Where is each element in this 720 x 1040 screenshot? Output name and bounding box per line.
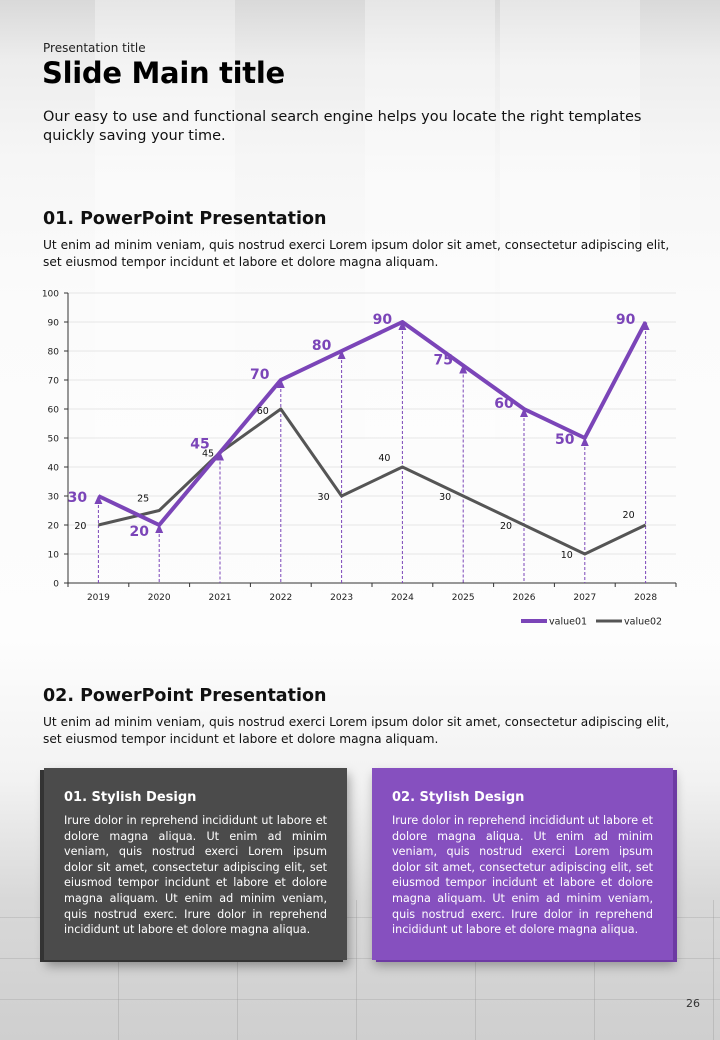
x-tick-label: 2023 [330,593,353,603]
data-label-value02: 10 [561,550,573,561]
y-tick-label: 20 [48,522,60,532]
box1-title: 01. Stylish Design [64,790,197,805]
y-tick-label: 40 [48,464,60,474]
x-tick-label: 2027 [573,593,596,603]
chart-legend: value01 value02 [521,617,662,628]
y-tick-label: 0 [53,580,59,590]
triangle-marker [337,350,346,359]
y-tick-label: 50 [48,435,60,445]
triangle-marker [94,495,103,504]
data-label-value01: 50 [555,432,575,448]
data-label-value02: 30 [318,492,330,503]
triangle-marker [276,379,285,388]
series-line-value02 [98,407,647,556]
triangle-marker [216,451,224,461]
background-panel [95,0,235,440]
x-tick-label: 2022 [269,593,292,603]
intro-text: Our easy to use and functional search en… [43,109,642,144]
y-tick-label: 90 [48,319,60,329]
data-label-value01: 30 [68,490,88,506]
stylish-design-box-2: 02. Stylish Design Irure dolor in repreh… [372,768,673,960]
section2-title: 02. PowerPoint Presentation [43,686,327,706]
page-number: 26 [686,997,700,1010]
x-tick-label: 2028 [634,593,657,603]
data-label-value02: 20 [623,510,635,521]
x-tick-label: 2020 [148,593,171,603]
data-label-value02: 60 [257,406,269,417]
x-tick-label: 2021 [209,593,232,603]
y-tick-label: 80 [48,348,60,358]
data-label-value01: 60 [494,396,514,412]
legend-label-value02: value02 [624,617,662,628]
data-label-value01: 45 [190,437,209,453]
data-label-value02: 20 [500,521,512,532]
triangle-marker [459,364,468,374]
triangle-marker [398,321,407,330]
x-tick-label: 2025 [452,593,475,603]
triangle-marker [520,408,528,417]
y-tick-label: 60 [48,406,60,416]
data-label-value01: 80 [312,338,332,354]
data-labels: 20 25 45 60 30 40 30 20 10 20 30 20 45 70 80 90 75 60 50 90 [68,312,636,561]
box2-title: 02. Stylish Design [392,790,525,805]
box1-body: Irure dolor in reprehend incididunt ut l… [64,814,327,937]
gridlines [68,292,676,555]
background-panel [365,0,495,440]
legend-label-value01: value01 [549,617,587,628]
y-tick-labels: 0 10 20 30 40 50 60 70 80 90 100 [42,290,59,590]
data-label-value02: 40 [378,453,390,464]
background-panel [500,0,640,440]
y-tick-label: 100 [42,290,59,300]
x-tick-label: 2024 [391,593,414,603]
section1-body: Ut enim ad minim veniam, quis nostrud ex… [43,238,670,269]
data-label-value02: 30 [439,492,451,503]
presentation-title: Presentation title [43,41,146,55]
axes [64,292,677,587]
data-label-value01: 70 [250,367,270,383]
series-lines [97,320,648,556]
triangle-marker [580,437,589,446]
stylish-design-box-1: 01. Stylish Design Irure dolor in repreh… [44,768,347,960]
series-markers [94,321,650,533]
y-tick-label: 10 [48,551,60,561]
triangle-marker [641,321,650,330]
data-label-value02: 20 [74,521,86,532]
data-label-value02: 45 [202,449,214,460]
section1-title: 01. PowerPoint Presentation [43,209,327,229]
section2-body: Ut enim ad minim veniam, quis nostrud ex… [43,715,670,746]
data-label-value02: 25 [137,494,149,505]
y-tick-label: 70 [48,377,60,387]
data-label-value01: 90 [373,312,393,328]
x-tick-labels: 2019 2020 2021 2022 2023 2024 2025 2026 2027 2028 [87,593,657,603]
data-label-value01: 75 [433,353,452,369]
slide-main-title: Slide Main title [42,56,285,90]
triangle-marker [155,524,164,533]
data-label-value01: 90 [616,312,636,328]
drop-lines [97,326,647,583]
x-tick-label: 2019 [87,593,110,603]
data-label-value01: 20 [129,524,149,540]
series-line-value01 [97,320,648,527]
y-tick-label: 30 [48,493,60,503]
box2-body: Irure dolor in reprehend incididunt ut l… [392,814,653,937]
x-tick-label: 2026 [513,593,536,603]
